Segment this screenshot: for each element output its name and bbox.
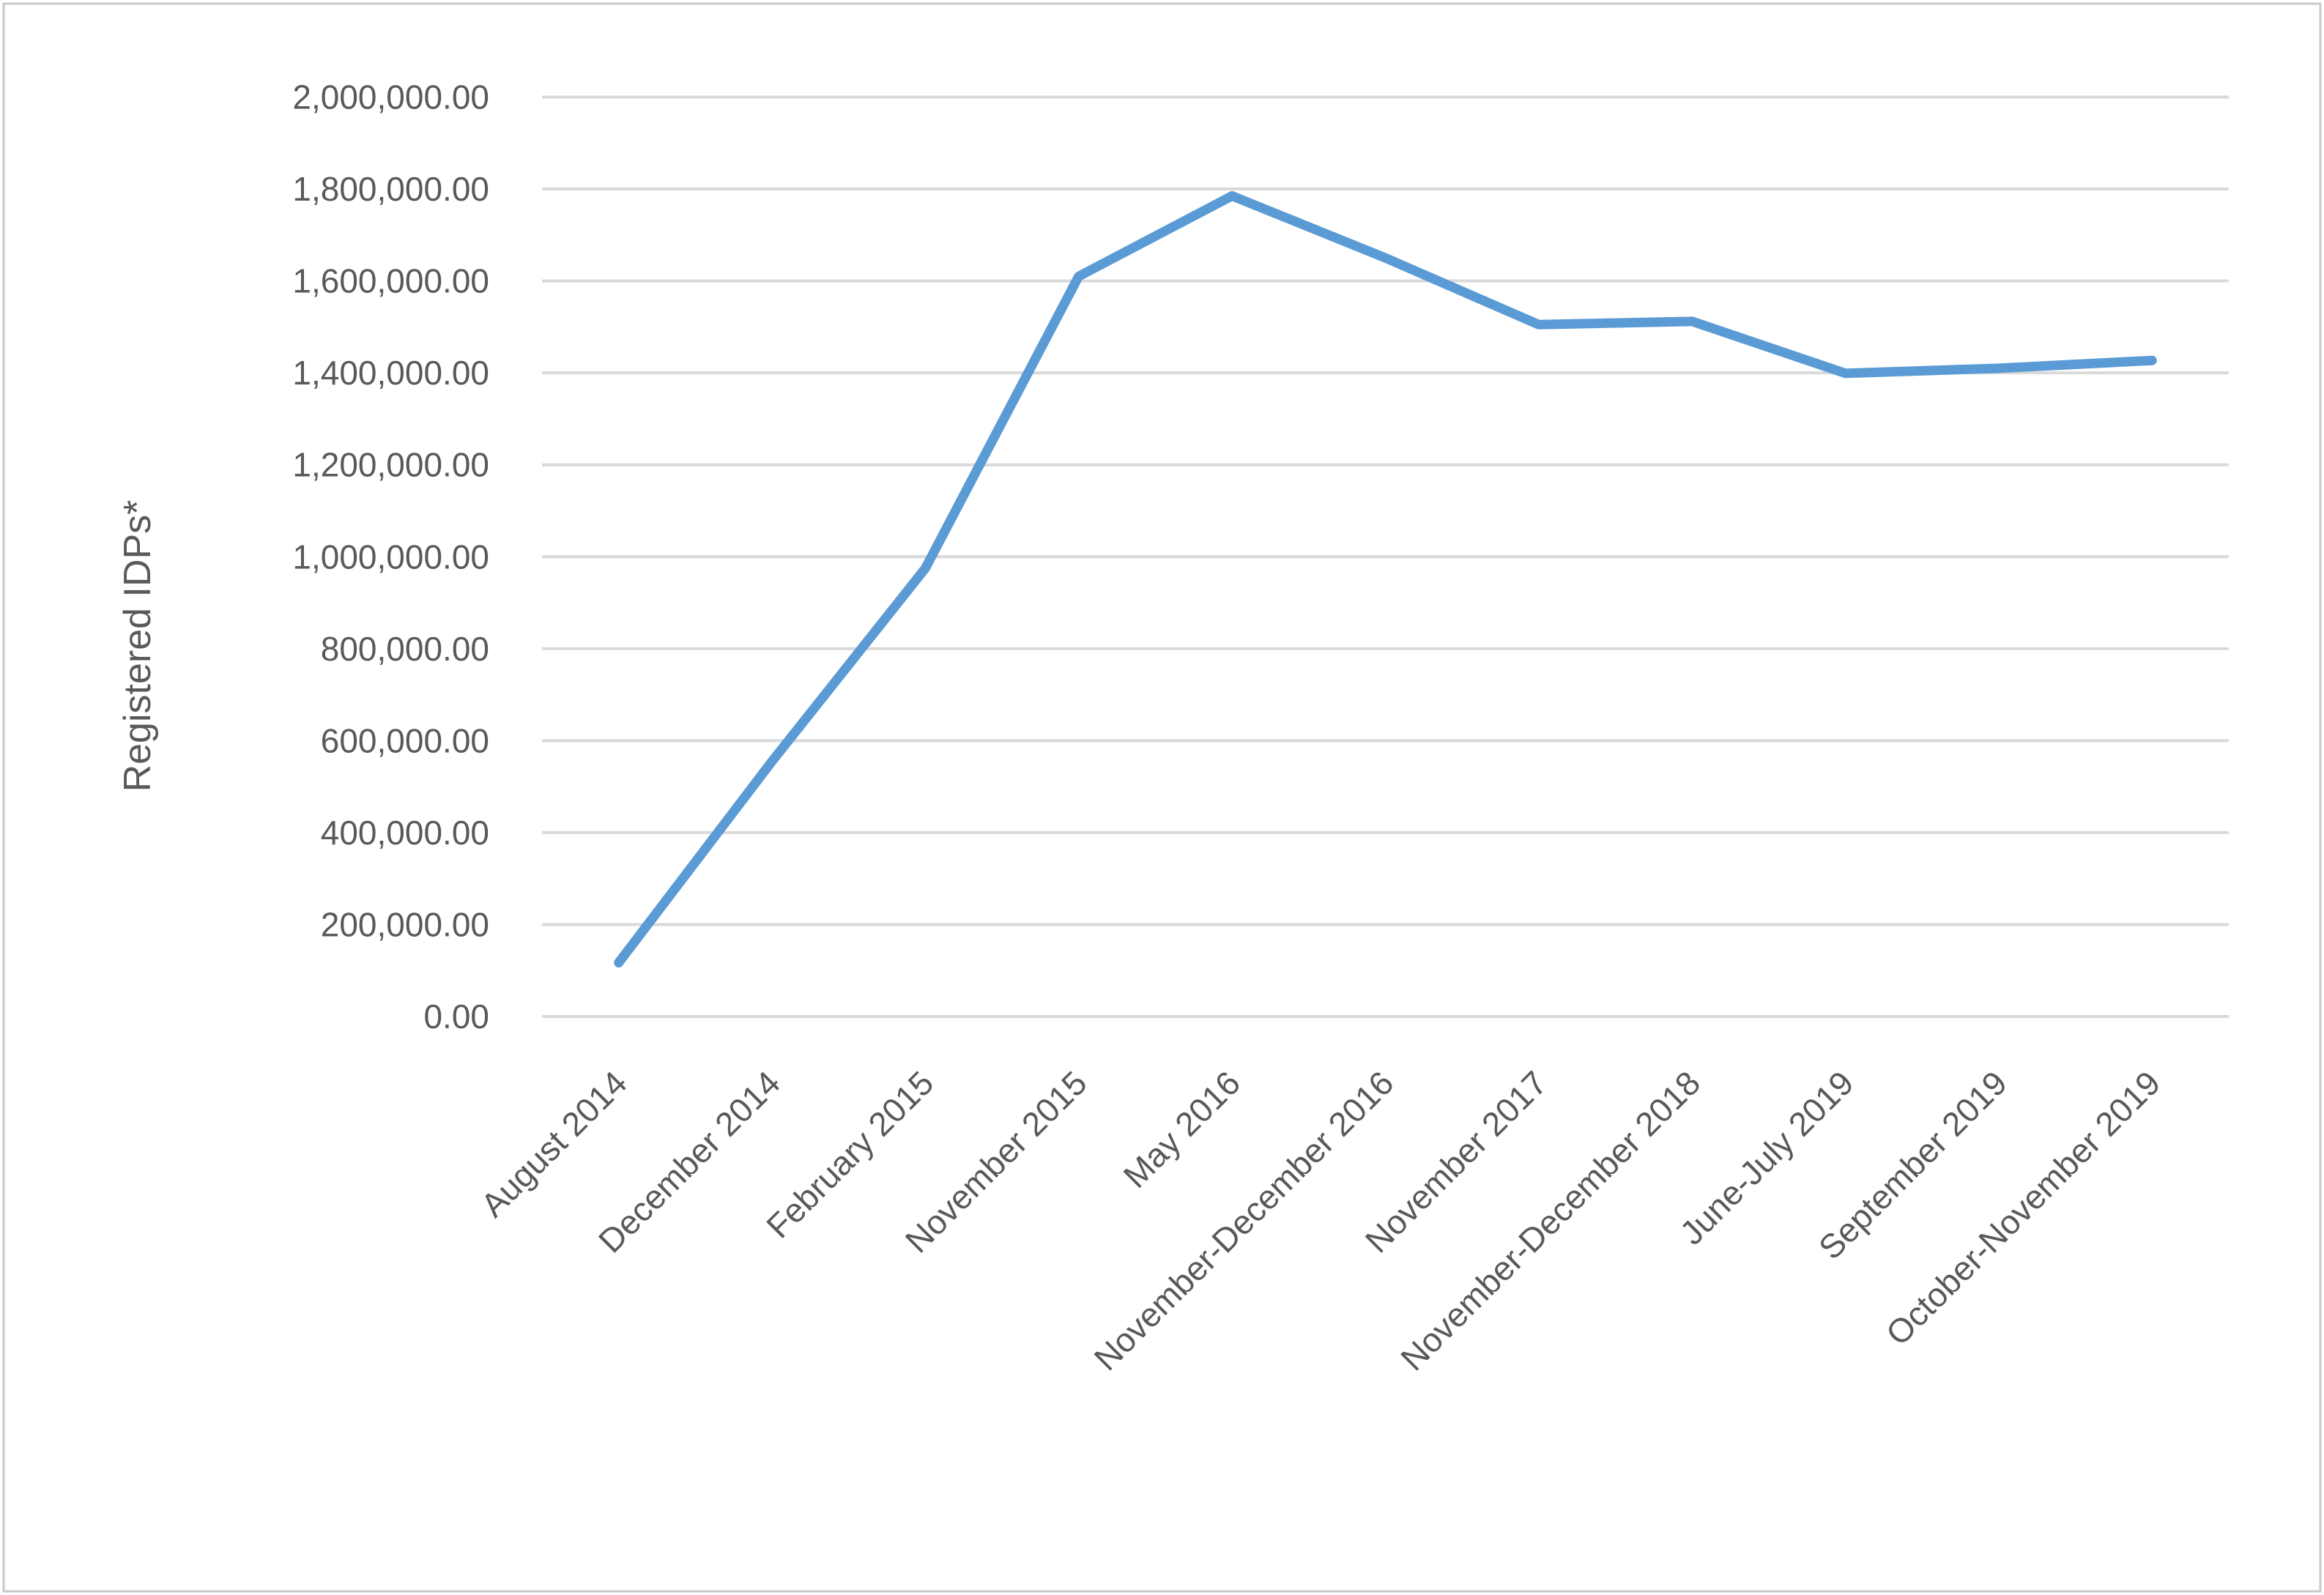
y-axis-title: Registered IDPs*: [116, 500, 159, 792]
y-tick-label: 800,000.00: [321, 630, 489, 668]
y-tick-label: 200,000.00: [321, 905, 489, 943]
x-tick-label: August 2014: [473, 1063, 634, 1224]
y-axis-tick-labels: 0.00 200,000.00 400,000.00 600,000.00 800,00…: [292, 78, 489, 1036]
y-tick-label: 1,200,000.00: [292, 446, 489, 484]
y-tick-label: 1,800,000.00: [292, 170, 489, 208]
x-tick-label: November-December 2016: [1086, 1063, 1400, 1378]
y-tick-label: 1,400,000.00: [292, 354, 489, 392]
x-tick-label: May 2016: [1116, 1063, 1248, 1195]
gridlines: [542, 95, 2229, 1018]
y-tick-label: 0.00: [423, 997, 489, 1036]
y-tick-label: 2,000,000.00: [292, 78, 489, 116]
y-tick-label: 600,000.00: [321, 721, 489, 759]
y-tick-label: 1,600,000.00: [292, 262, 489, 300]
x-tick-label: October-November 2019: [1879, 1063, 2168, 1353]
x-tick-label: November-December 2018: [1393, 1063, 1707, 1378]
y-tick-label: 400,000.00: [321, 814, 489, 852]
data-line-series: [614, 190, 2157, 968]
y-tick-label: 1,000,000.00: [292, 538, 489, 576]
